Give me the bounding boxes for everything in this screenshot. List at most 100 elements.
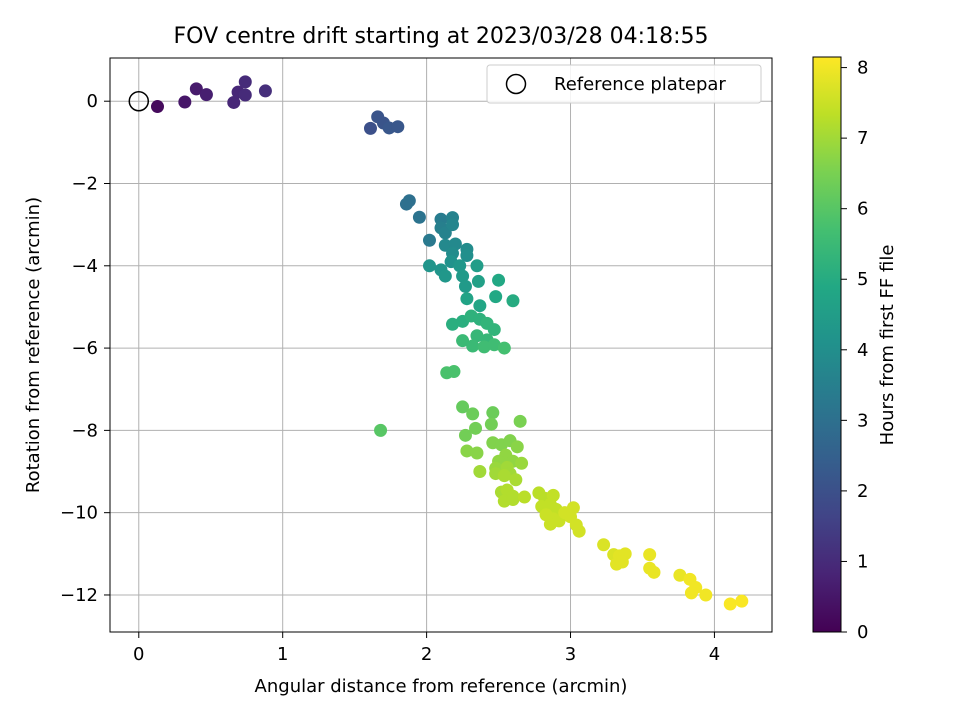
data-point [473, 465, 487, 479]
data-points [150, 75, 749, 611]
data-point [446, 317, 460, 331]
data-point [422, 259, 436, 273]
data-point [484, 417, 498, 431]
data-point [470, 329, 484, 343]
data-point [178, 95, 192, 109]
data-point [492, 273, 506, 287]
data-point [597, 538, 611, 552]
data-point [150, 100, 164, 114]
data-point [506, 294, 520, 308]
y-axis-ticks: 0 −2 −4 −6 −8 −10 −12 [60, 91, 110, 606]
data-point [460, 249, 474, 263]
reference-platepar-marker [128, 90, 150, 112]
data-point [673, 568, 687, 582]
data-point [238, 75, 252, 89]
data-point [643, 548, 657, 562]
data-point [458, 428, 472, 442]
data-point [466, 339, 480, 353]
colorbar-tick-label: 2 [857, 481, 868, 502]
data-point [647, 565, 661, 579]
y-tick-label: −8 [71, 420, 98, 441]
data-point [453, 259, 467, 273]
data-point [515, 456, 529, 470]
y-tick-label: 0 [87, 91, 98, 112]
data-point [456, 400, 470, 414]
y-tick-label: −6 [71, 338, 98, 359]
x-axis-label: Angular distance from reference (arcmin) [255, 676, 628, 697]
data-point [456, 269, 470, 283]
colorbar-gradient [812, 56, 842, 633]
colorbar-tick-label: 3 [857, 410, 868, 431]
plot-frame [109, 57, 773, 633]
data-point [470, 259, 484, 273]
x-axis-ticks: 0 1 2 3 4 [133, 632, 720, 665]
data-point [513, 414, 527, 428]
data-point [456, 334, 470, 348]
data-point [458, 279, 472, 293]
data-point [391, 120, 405, 134]
colorbar-tick-label: 8 [857, 58, 868, 79]
colorbar-tick-label: 7 [857, 128, 868, 149]
data-point [615, 555, 629, 569]
colorbar-ticks: 0 1 2 3 4 5 6 7 8 [841, 58, 868, 643]
y-tick-label: −4 [71, 256, 98, 277]
data-point [422, 233, 436, 247]
data-point [469, 421, 483, 435]
data-point [363, 121, 377, 135]
data-point [199, 88, 213, 102]
data-point [497, 341, 511, 355]
y-tick-label: −2 [71, 173, 98, 194]
legend-box [486, 64, 762, 104]
data-point [460, 444, 474, 458]
data-point [487, 323, 501, 337]
grid-lines [110, 58, 772, 632]
data-point [509, 473, 523, 487]
data-point [477, 340, 491, 354]
data-point [572, 524, 586, 538]
colorbar-tick-label: 4 [857, 340, 868, 361]
data-point [510, 440, 524, 454]
x-tick-label: 3 [565, 644, 576, 665]
data-point [466, 407, 480, 421]
data-point [517, 490, 531, 504]
colorbar-tick-label: 1 [857, 551, 868, 572]
data-point [470, 446, 484, 460]
data-point [684, 586, 698, 600]
x-tick-label: 4 [709, 644, 720, 665]
data-point [471, 274, 485, 288]
colorbar-label: Hours from first FF file [877, 245, 898, 446]
data-point [447, 365, 461, 379]
data-point [446, 218, 460, 232]
data-point [227, 95, 241, 109]
x-tick-label: 1 [277, 644, 288, 665]
data-point [374, 423, 388, 437]
data-point [735, 594, 749, 608]
legend-entry-label: Reference platepar [554, 74, 726, 95]
data-point [497, 469, 511, 483]
data-point [412, 210, 426, 224]
y-tick-label: −12 [60, 585, 98, 606]
colorbar: 0 1 2 3 4 5 6 7 8 Hours from first FF file [812, 56, 898, 643]
legend: Reference platepar [486, 64, 762, 104]
legend-reference-marker [505, 73, 527, 95]
colorbar-tick-label: 6 [857, 199, 868, 220]
data-point [438, 269, 452, 283]
data-point [699, 588, 713, 602]
y-tick-label: −10 [60, 503, 98, 524]
reference-marker-layer [128, 90, 150, 112]
data-point [460, 292, 474, 306]
data-point [723, 597, 737, 611]
data-point [189, 82, 203, 96]
data-point [506, 493, 520, 507]
chart-title: FOV centre drift starting at 2023/03/28 … [174, 24, 709, 49]
data-point [486, 406, 500, 420]
x-tick-label: 0 [133, 644, 144, 665]
colorbar-tick-label: 5 [857, 269, 868, 290]
x-tick-label: 2 [421, 644, 432, 665]
data-point [489, 290, 503, 304]
colorbar-tick-label: 0 [857, 622, 868, 643]
data-point [402, 194, 416, 208]
data-point [473, 299, 487, 313]
data-point [238, 88, 252, 102]
